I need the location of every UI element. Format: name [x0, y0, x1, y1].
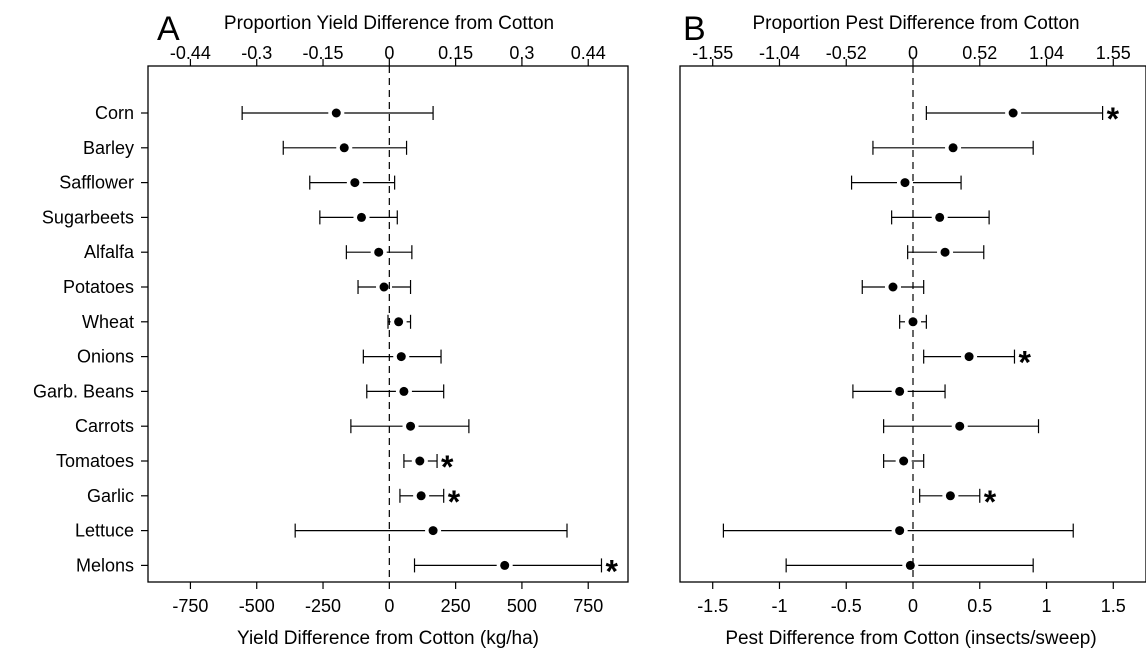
significance-asterisk: *: [605, 553, 618, 589]
point-estimate: [900, 178, 910, 188]
significance-asterisk: *: [1107, 101, 1120, 137]
category-label: Garlic: [87, 486, 134, 506]
point-estimate: [905, 560, 915, 570]
significance-asterisk: *: [448, 484, 461, 520]
point-estimate: [948, 143, 958, 153]
category-label: Lettuce: [75, 521, 134, 541]
x-tick-label: -0.5: [831, 596, 862, 616]
top-axis-title: Proportion Yield Difference from Cotton: [224, 13, 554, 34]
top-tick-label: -0.15: [303, 43, 344, 63]
panel-letter: B: [683, 10, 706, 48]
category-label: Corn: [95, 103, 134, 123]
top-tick-label: 0.15: [438, 43, 473, 63]
point-estimate: [940, 247, 950, 257]
category-label: Potatoes: [63, 277, 134, 297]
category-label: Wheat: [82, 312, 134, 332]
top-tick-label: 1.04: [1029, 43, 1064, 63]
x-tick-label: 0.5: [967, 596, 992, 616]
category-label: Melons: [76, 555, 134, 575]
x-tick-label: 1.5: [1101, 596, 1126, 616]
category-label: Carrots: [75, 416, 134, 436]
point-estimate: [394, 317, 404, 327]
x-tick-label: -500: [239, 596, 275, 616]
x-tick-label: -750: [172, 596, 208, 616]
point-estimate: [888, 282, 898, 292]
top-tick-label: -0.44: [170, 43, 211, 63]
point-estimate: [406, 421, 416, 431]
top-tick-label: 0.3: [509, 43, 534, 63]
top-tick-label: 0.52: [962, 43, 997, 63]
point-estimate: [399, 386, 409, 396]
x-tick-label: 0: [908, 596, 918, 616]
significance-asterisk: *: [1018, 345, 1031, 381]
category-label: Garb. Beans: [33, 381, 134, 401]
significance-asterisk: *: [441, 449, 454, 485]
point-estimate: [396, 352, 406, 362]
panel-letter: A: [157, 10, 180, 48]
x-tick-label: -1.5: [697, 596, 728, 616]
point-estimate: [895, 386, 905, 396]
top-tick-label: 0: [908, 43, 918, 63]
point-estimate: [964, 352, 974, 362]
point-estimate: [416, 491, 426, 501]
x-axis-label: Yield Difference from Cotton (kg/ha): [237, 628, 539, 649]
point-estimate: [908, 317, 918, 327]
x-tick-label: 250: [441, 596, 471, 616]
top-tick-label: 1.55: [1096, 43, 1131, 63]
top-tick-label: -0.3: [241, 43, 272, 63]
significance-asterisk: *: [984, 484, 997, 520]
point-estimate: [500, 560, 510, 570]
x-tick-label: -250: [305, 596, 341, 616]
point-estimate: [899, 456, 909, 466]
x-axis-label: Pest Difference from Cotton (insects/swe…: [725, 628, 1096, 649]
category-label: Alfalfa: [84, 242, 135, 262]
point-estimate: [350, 178, 360, 188]
point-estimate: [955, 421, 965, 431]
top-tick-label: -0.52: [826, 43, 867, 63]
point-estimate: [428, 526, 438, 536]
x-tick-label: 750: [573, 596, 603, 616]
point-estimate: [945, 491, 955, 501]
point-estimate: [331, 108, 341, 118]
category-label: Onions: [77, 347, 134, 367]
point-estimate: [895, 526, 905, 536]
point-estimate: [1008, 108, 1018, 118]
point-estimate: [374, 247, 384, 257]
point-estimate: [935, 212, 945, 222]
x-tick-label: 500: [507, 596, 537, 616]
category-label: Safflower: [59, 173, 134, 193]
top-axis-title: Proportion Pest Difference from Cotton: [752, 13, 1079, 34]
category-label: Tomatoes: [56, 451, 134, 471]
x-tick-label: -1: [771, 596, 787, 616]
point-estimate: [415, 456, 425, 466]
category-label: Barley: [83, 138, 134, 158]
top-tick-label: -1.55: [692, 43, 733, 63]
top-tick-label: -1.04: [759, 43, 800, 63]
top-tick-label: 0: [384, 43, 394, 63]
category-label: Sugarbeets: [42, 207, 134, 227]
x-tick-label: 0: [384, 596, 394, 616]
point-estimate: [356, 212, 366, 222]
plot-frame-A: [147, 65, 629, 583]
x-tick-label: 1: [1042, 596, 1052, 616]
top-tick-label: 0.44: [571, 43, 606, 63]
point-estimate: [379, 282, 389, 292]
point-estimate: [339, 143, 349, 153]
